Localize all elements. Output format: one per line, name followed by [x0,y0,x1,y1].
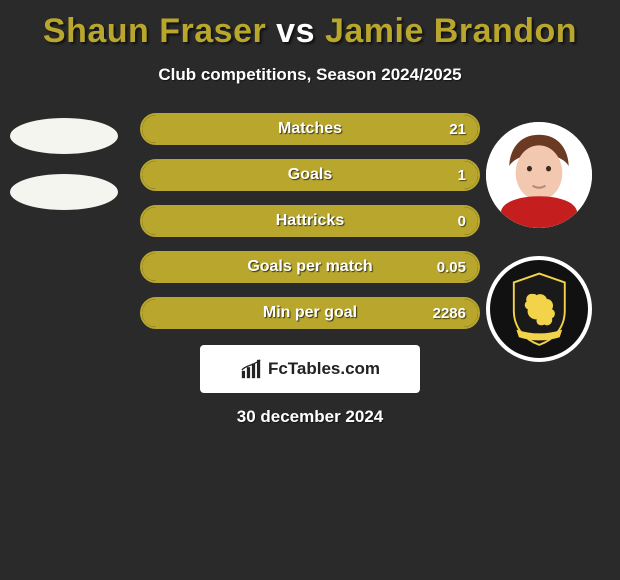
stat-row: Min per goal2286 [140,297,480,329]
stat-row: Hattricks0 [140,205,480,237]
stat-value-right: 21 [449,115,466,143]
stat-row: Matches21 [140,113,480,145]
player1-name: Shaun Fraser [43,12,266,50]
date-text: 30 december 2024 [0,407,620,427]
stats-container: Matches21 Goals1 Hattricks0 Goals per match… [0,113,620,329]
stat-value-right: 1 [458,161,466,189]
stat-label: Min per goal [142,299,478,327]
stat-label: Goals per match [142,253,478,281]
brand-box: FcTables.com [200,345,420,393]
stat-label: Matches [142,115,478,143]
brand-text: FcTables.com [268,359,380,379]
stat-value-right: 0 [458,207,466,235]
stat-value-right: 2286 [433,299,466,327]
bars-icon [240,358,262,380]
stat-row: Goals1 [140,159,480,191]
player2-name: Jamie Brandon [325,12,577,50]
stat-row: Goals per match0.05 [140,251,480,283]
stat-label: Goals [142,161,478,189]
vs-text: vs [276,12,315,50]
stat-label: Hattricks [142,207,478,235]
subtitle: Club competitions, Season 2024/2025 [0,65,620,85]
stat-value-right: 0.05 [437,253,466,281]
comparison-title: Shaun Fraser vs Jamie Brandon [0,0,620,51]
